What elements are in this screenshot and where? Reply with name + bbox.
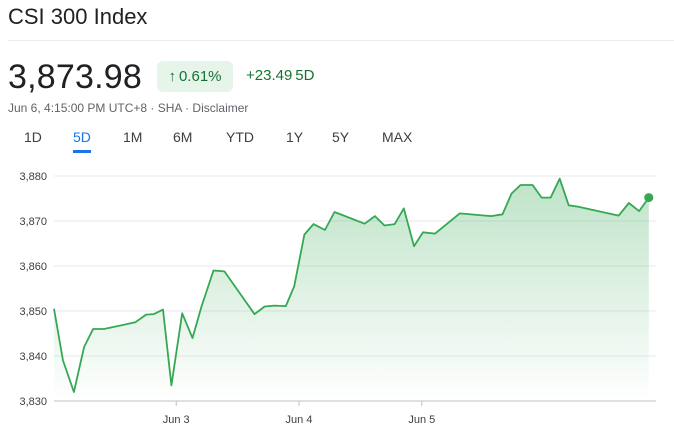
y-tick-label: 3,830 (19, 396, 47, 408)
quote-meta: Jun 6, 4:15:00 PM UTC+8 · SHA · Disclaim… (8, 101, 249, 115)
tab-5y[interactable]: 5Y (332, 129, 350, 145)
tab-1y[interactable]: 1Y (286, 129, 304, 145)
range-tabs: 1D 5D 1M 6M YTD 1Y 5Y MAX (0, 128, 674, 153)
page-title: CSI 300 Index (8, 4, 148, 29)
y-tick-label: 3,860 (19, 261, 47, 273)
x-tick-label: Jun 3 (163, 414, 190, 426)
header-divider (8, 40, 674, 41)
tab-6m[interactable]: 6M (173, 129, 193, 145)
x-tick-label: Jun 4 (286, 414, 313, 426)
x-tick-label: Jun 5 (408, 414, 435, 426)
last-price-dot (644, 193, 654, 203)
price-line (53, 177, 650, 393)
change-period-label: 5D (295, 67, 315, 84)
tab-ytd[interactable]: YTD (226, 129, 254, 145)
current-price: 3,873.98 (8, 58, 142, 96)
absolute-change: +23.49 5D (243, 67, 314, 84)
percent-change-badge: ↑ 0.61% (157, 61, 233, 92)
percent-change-value: 0.61% (178, 68, 222, 85)
y-tick-label: 3,840 (19, 351, 47, 363)
tab-max[interactable]: MAX (382, 129, 413, 145)
tab-5d[interactable]: 5D (73, 128, 91, 153)
y-tick-label: 3,870 (19, 216, 47, 228)
arrow-up-icon: ↑ (168, 68, 176, 85)
y-tick-label: 3,880 (19, 171, 47, 183)
price-area-fill (54, 178, 649, 401)
tab-1d[interactable]: 1D (24, 129, 42, 145)
tab-1m[interactable]: 1M (123, 129, 143, 145)
absolute-change-value: +23.49 (246, 67, 293, 84)
y-tick-label: 3,850 (19, 306, 47, 318)
